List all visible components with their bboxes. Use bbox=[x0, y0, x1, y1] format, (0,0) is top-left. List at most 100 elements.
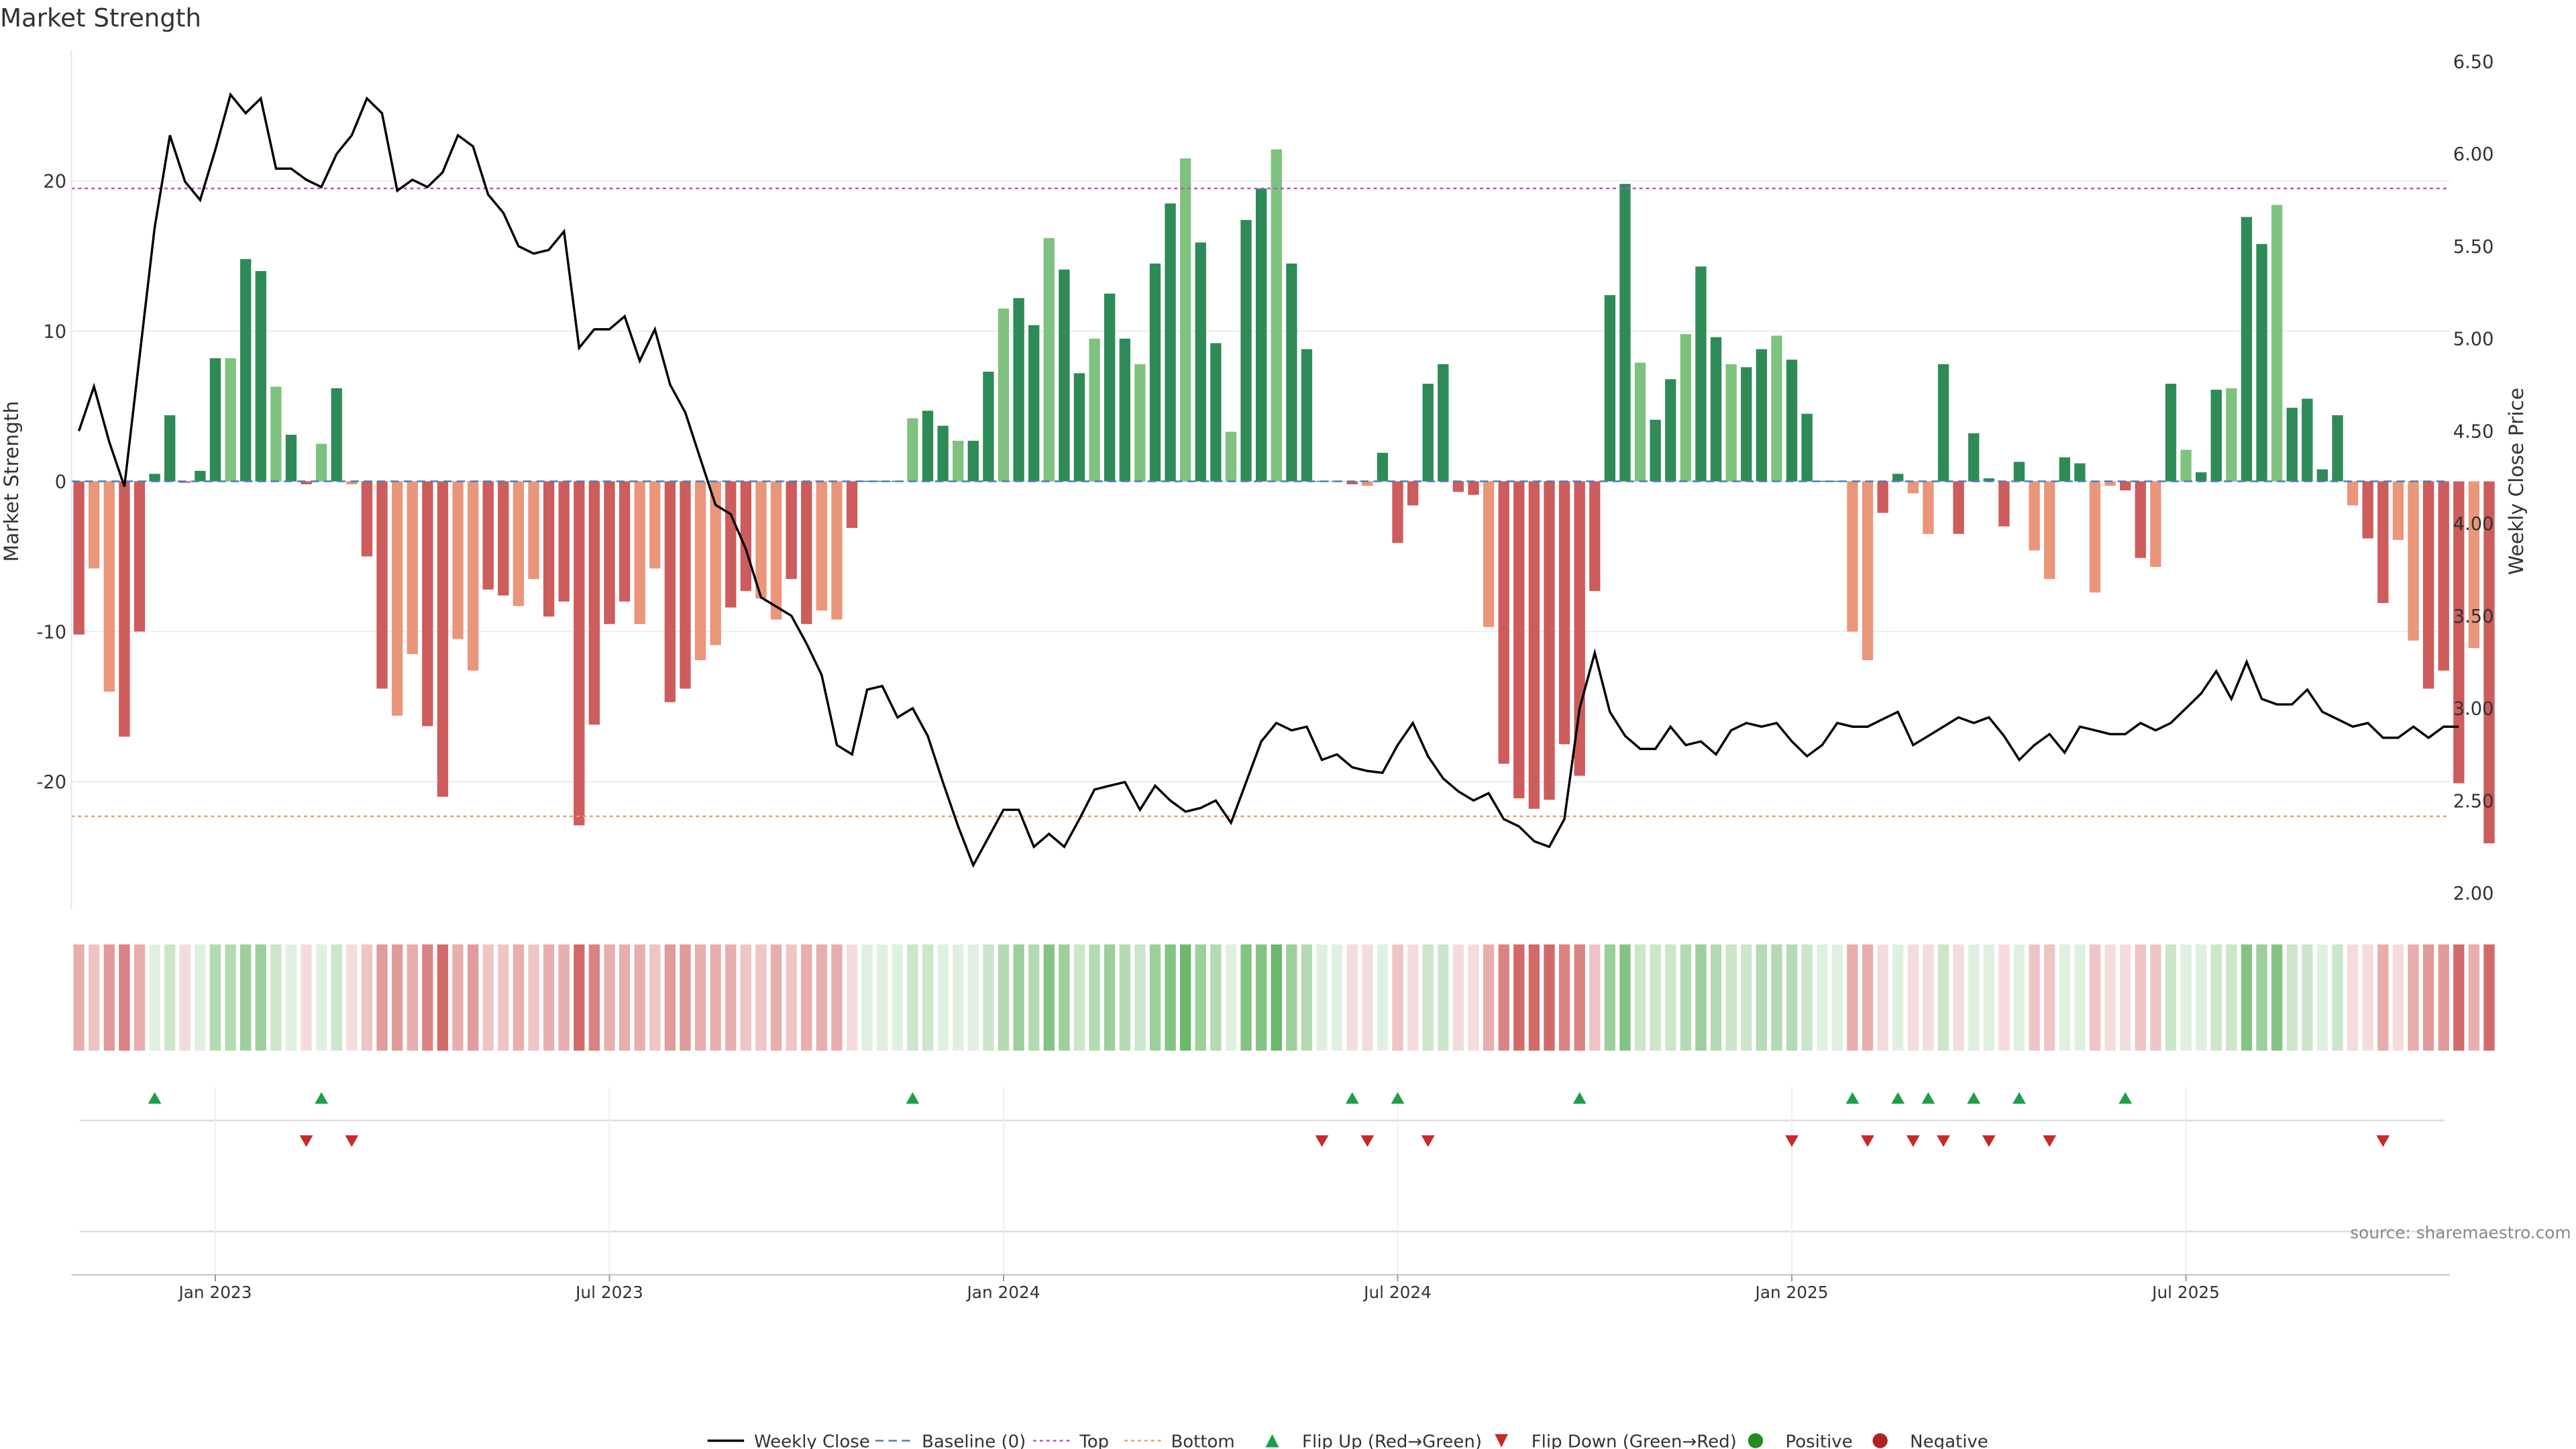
strength-bar bbox=[1286, 263, 1297, 482]
heat-cell bbox=[2302, 944, 2313, 1051]
strength-bar bbox=[1998, 481, 2010, 527]
heat-cell bbox=[2226, 944, 2237, 1051]
strength-bar bbox=[1650, 419, 1661, 482]
strength-bar bbox=[1801, 413, 1813, 482]
y-left-tick-label: 20 bbox=[43, 172, 66, 193]
heat-cell bbox=[1574, 944, 1585, 1051]
strength-bar bbox=[239, 259, 252, 482]
strength-bar bbox=[1937, 364, 1949, 482]
strength-bar bbox=[1756, 349, 1768, 482]
heat-cell bbox=[1362, 944, 1373, 1051]
legend-swatch bbox=[1265, 1434, 1279, 1448]
strength-bar bbox=[209, 358, 221, 482]
strength-bar bbox=[755, 481, 767, 599]
legend-swatch bbox=[1748, 1433, 1764, 1448]
heat-cell bbox=[1331, 944, 1343, 1051]
x-tick-label: Jul 2024 bbox=[1362, 1283, 1432, 1302]
strength-bar bbox=[2074, 463, 2086, 482]
strength-bar bbox=[1407, 481, 1419, 506]
strength-bar bbox=[2316, 469, 2328, 482]
heat-cell bbox=[1104, 944, 1116, 1051]
heat-cell bbox=[1892, 944, 1904, 1051]
legend: Weekly Close Baseline (0) Top Bottom Flip Up… bbox=[707, 1432, 1988, 1449]
heat-cell bbox=[1286, 944, 1297, 1051]
strength-bar bbox=[2241, 217, 2253, 482]
y-right-tick-label: 5.00 bbox=[2453, 329, 2494, 350]
heat-cell bbox=[2180, 944, 2192, 1051]
strength-bar bbox=[1165, 203, 1176, 482]
legend-label: Bottom bbox=[1171, 1432, 1234, 1449]
y-right-tick-label: 2.50 bbox=[2453, 791, 2494, 812]
heat-cell bbox=[2256, 944, 2267, 1051]
heat-cell bbox=[1725, 944, 1737, 1051]
strength-bar bbox=[2422, 481, 2434, 689]
strength-bar bbox=[2120, 481, 2131, 490]
strength-bar bbox=[1225, 431, 1237, 482]
strength-bar bbox=[407, 481, 418, 655]
strength-bar bbox=[2226, 388, 2237, 482]
x-tick-label: Jan 2024 bbox=[965, 1283, 1040, 1302]
heat-cell bbox=[1528, 944, 1540, 1051]
strength-bar bbox=[1983, 478, 1994, 482]
strength-bar bbox=[2165, 383, 2177, 482]
flip-down-marker bbox=[1982, 1135, 1996, 1147]
heat-cell bbox=[2347, 944, 2359, 1051]
x-tick-label: Jan 2025 bbox=[1754, 1283, 1829, 1302]
heat-cell bbox=[1741, 944, 1752, 1051]
strength-bar bbox=[680, 481, 691, 689]
heat-cell bbox=[73, 944, 85, 1051]
flip-down-marker bbox=[345, 1135, 359, 1147]
heat-cell bbox=[1498, 944, 1509, 1051]
heat-cell bbox=[255, 944, 266, 1051]
heat-cell bbox=[725, 944, 737, 1051]
heat-cell bbox=[2044, 944, 2055, 1051]
strength-bar bbox=[710, 481, 721, 645]
heat-cell bbox=[1468, 944, 1479, 1051]
legend-label: Top bbox=[1079, 1432, 1109, 1449]
strength-bar bbox=[861, 480, 873, 482]
strength-bar bbox=[513, 481, 525, 606]
heat-cell bbox=[1119, 944, 1130, 1051]
strength-bar bbox=[1953, 481, 1964, 534]
strength-bar bbox=[2408, 481, 2419, 641]
strength-bar bbox=[1043, 237, 1055, 482]
y-right-tick-label: 6.00 bbox=[2453, 144, 2494, 165]
heat-cell bbox=[588, 944, 600, 1051]
strength-bar bbox=[1422, 383, 1434, 482]
heat-cell bbox=[239, 944, 252, 1051]
strength-bar bbox=[2347, 481, 2359, 506]
strength-bar bbox=[1089, 338, 1100, 482]
legend-label: Flip Up (Red→Green) bbox=[1302, 1432, 1482, 1449]
heat-cell bbox=[1937, 944, 1949, 1051]
strength-bar bbox=[2332, 415, 2343, 482]
strength-bar bbox=[1013, 298, 1024, 482]
strength-bar bbox=[331, 388, 342, 482]
heat-cell bbox=[225, 944, 236, 1051]
strength-bar bbox=[907, 418, 918, 482]
strength-bar bbox=[149, 474, 160, 482]
heat-cell bbox=[1392, 944, 1403, 1051]
heat-cell bbox=[1831, 944, 1843, 1051]
heat-cell bbox=[2120, 944, 2131, 1051]
heat-cell bbox=[1422, 944, 1434, 1051]
flip-up-marker bbox=[2118, 1092, 2133, 1104]
strength-bar bbox=[2256, 244, 2267, 482]
heat-cell bbox=[1225, 944, 1237, 1051]
y-right-tick-label: 4.50 bbox=[2453, 421, 2494, 442]
strength-bar bbox=[422, 481, 433, 727]
strength-bar bbox=[301, 481, 312, 485]
strength-bar bbox=[831, 481, 843, 620]
heat-cell bbox=[498, 944, 509, 1051]
heat-cell bbox=[179, 944, 191, 1051]
strength-bar bbox=[2044, 481, 2055, 580]
strength-bar bbox=[1073, 373, 1085, 482]
heat-cell bbox=[1316, 944, 1328, 1051]
flip-down-marker bbox=[1906, 1135, 1920, 1147]
heat-cell bbox=[2104, 944, 2116, 1051]
heat-cell bbox=[89, 944, 100, 1051]
heat-cell bbox=[164, 944, 176, 1051]
legend-item-bottom: Bottom bbox=[1124, 1432, 1235, 1449]
strength-bar bbox=[452, 481, 464, 639]
heat-cell bbox=[574, 944, 585, 1051]
strength-bar bbox=[2271, 205, 2283, 482]
